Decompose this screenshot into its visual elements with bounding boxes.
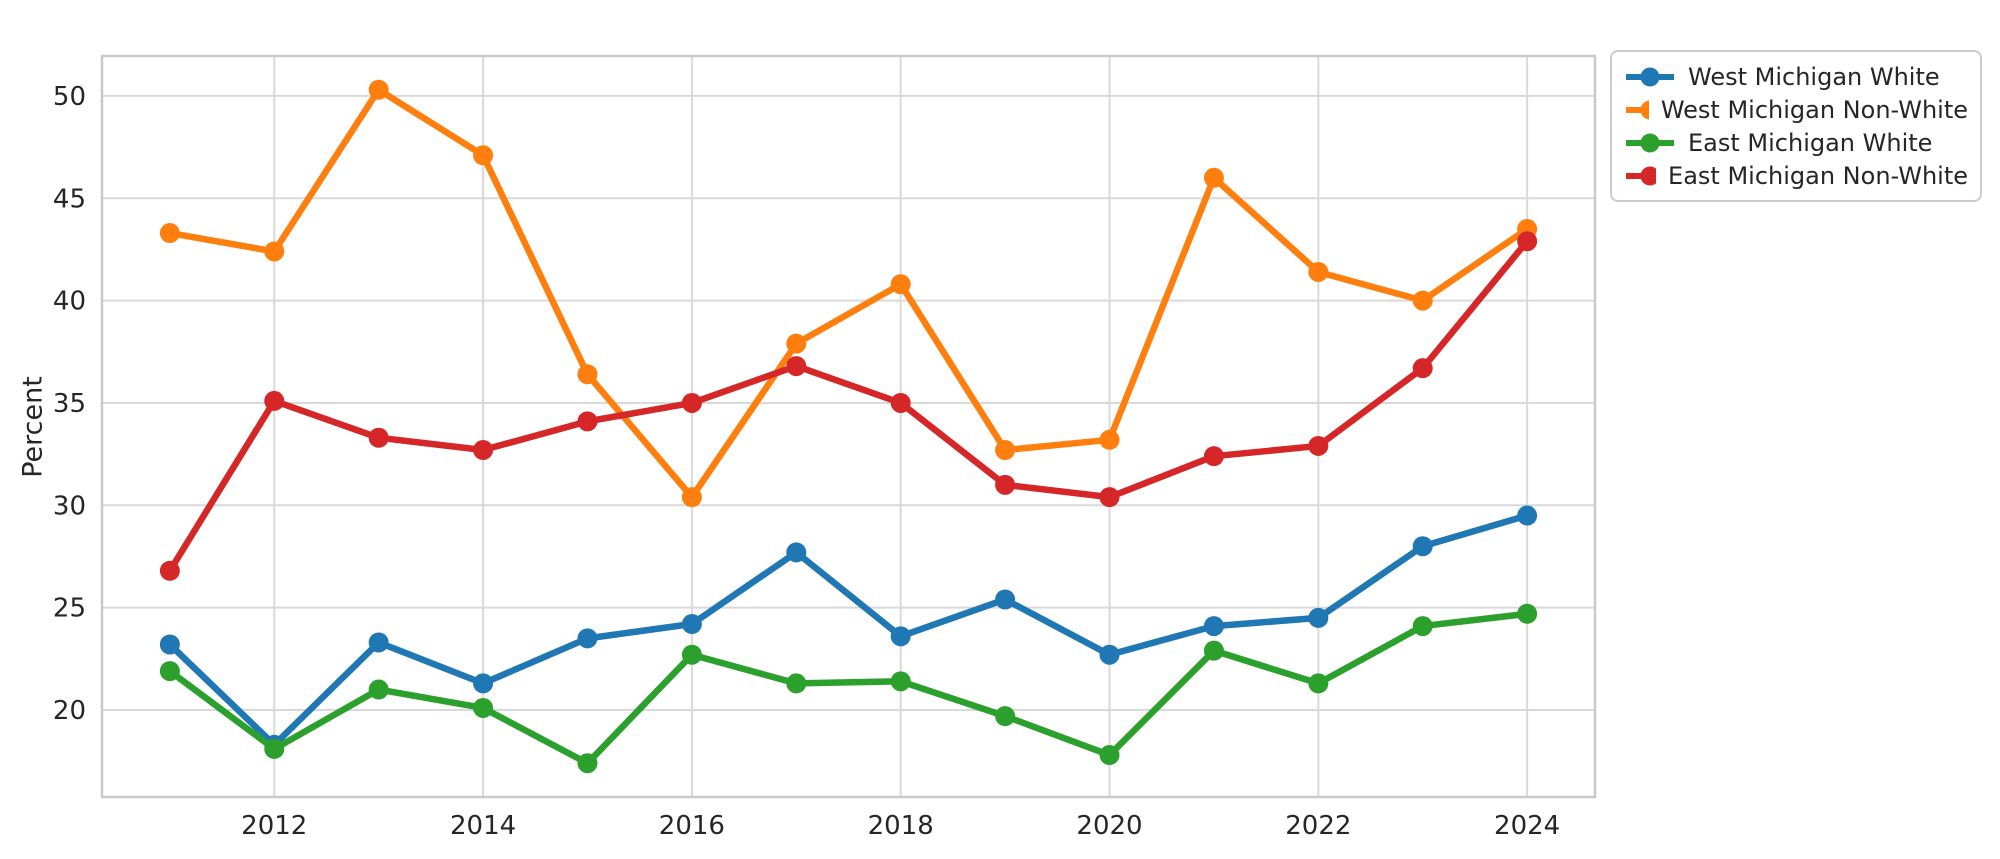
x-tick-label: 2018 [868,811,934,841]
data-point-west-michigan-white [1517,505,1538,526]
data-point-west-michigan-white [368,632,389,653]
legend-item-west-michigan-white: West Michigan White [1624,60,1968,93]
data-point-west-michigan-non-white [473,145,494,166]
data-point-east-michigan-non-white [577,411,598,432]
data-point-west-michigan-non-white [368,79,389,100]
data-point-east-michigan-white [1203,640,1224,661]
x-tick-label: 2014 [450,811,516,841]
legend-label-east-michigan-white: East Michigan White [1688,128,1933,157]
data-point-west-michigan-white [1308,607,1329,628]
data-point-west-michigan-white [681,614,702,635]
data-point-east-michigan-non-white [1412,358,1433,379]
data-point-east-michigan-non-white [473,440,494,461]
data-point-east-michigan-white [1412,616,1433,637]
data-point-west-michigan-white [890,626,911,647]
data-point-east-michigan-non-white [1099,487,1120,508]
data-point-west-michigan-non-white [577,364,598,385]
data-point-east-michigan-non-white [681,392,702,413]
x-tick-label: 2020 [1076,811,1142,841]
y-tick-label: 35 [53,389,86,419]
data-point-west-michigan-non-white [681,487,702,508]
data-point-east-michigan-white [473,697,494,718]
data-point-east-michigan-non-white [890,392,911,413]
data-point-west-michigan-white [995,589,1016,610]
data-point-west-michigan-non-white [1308,261,1329,282]
data-point-west-michigan-white [473,673,494,694]
data-point-east-michigan-white [368,679,389,700]
data-point-east-michigan-non-white [264,390,285,411]
series-line-east-michigan-non-white [166,238,1531,575]
data-point-west-michigan-non-white [995,440,1016,461]
data-point-west-michigan-white [159,634,180,655]
data-point-east-michigan-non-white [995,474,1016,495]
legend-label-west-michigan-non-white: West Michigan Non-White [1660,95,1968,124]
x-tick-label: 2012 [241,811,307,841]
data-point-east-michigan-non-white [1308,435,1329,456]
data-point-west-michigan-white [1203,616,1224,637]
x-tick-label: 2024 [1494,811,1560,841]
y-axis-title: Percent [17,376,49,478]
y-tick-label: 50 [53,82,86,112]
y-tick-label: 45 [53,184,86,214]
y-tick-label: 40 [53,287,86,317]
data-point-east-michigan-non-white [1203,446,1224,467]
series-line-east-michigan-white [166,610,1531,767]
data-point-west-michigan-white [1412,536,1433,557]
data-point-east-michigan-white [577,753,598,774]
series-line-west-michigan-non-white [166,86,1531,501]
x-tick-label: 2016 [659,811,725,841]
legend-item-east-michigan-non-white: East Michigan Non-White [1624,159,1968,192]
series-line-west-michigan-white [166,512,1531,749]
plot-border [100,54,1597,799]
data-point-west-michigan-white [577,628,598,649]
data-point-east-michigan-non-white [786,356,807,377]
data-point-east-michigan-white [159,661,180,682]
legend: West Michigan White West Michigan Non-Whi… [1610,50,1982,202]
data-point-east-michigan-white [264,738,285,759]
data-point-west-michigan-white [786,542,807,563]
y-tick-label: 30 [53,491,86,521]
legend-swatch-west-michigan-white [1626,67,1674,86]
data-point-east-michigan-non-white [159,560,180,581]
data-point-west-michigan-non-white [1412,290,1433,311]
data-point-west-michigan-non-white [159,223,180,244]
legend-item-east-michigan-white: East Michigan White [1624,126,1968,159]
legend-swatch-east-michigan-white [1626,133,1674,152]
data-point-east-michigan-white [786,673,807,694]
legend-swatch-west-michigan-non-white [1626,100,1649,119]
y-tick-label: 20 [53,696,86,726]
data-point-west-michigan-non-white [1099,429,1120,450]
legend-swatch-east-michigan-non-white [1626,166,1657,185]
data-point-west-michigan-non-white [890,274,911,295]
legend-item-west-michigan-non-white: West Michigan Non-White [1624,93,1968,126]
x-tick-label: 2022 [1285,811,1351,841]
legend-label-west-michigan-white: West Michigan White [1688,62,1940,91]
data-point-east-michigan-white [681,644,702,665]
data-point-west-michigan-white [1099,644,1120,665]
y-tick-label: 25 [53,594,86,624]
data-point-east-michigan-white [995,706,1016,727]
data-point-west-michigan-non-white [786,333,807,354]
data-point-west-michigan-non-white [1203,167,1224,188]
data-point-east-michigan-white [1308,673,1329,694]
data-point-east-michigan-non-white [1517,231,1538,252]
data-point-east-michigan-white [1099,745,1120,766]
data-point-east-michigan-white [890,671,911,692]
data-point-east-michigan-non-white [368,427,389,448]
legend-label-east-michigan-non-white: East Michigan Non-White [1668,161,1968,190]
data-point-west-michigan-non-white [264,241,285,262]
data-point-east-michigan-white [1517,603,1538,624]
